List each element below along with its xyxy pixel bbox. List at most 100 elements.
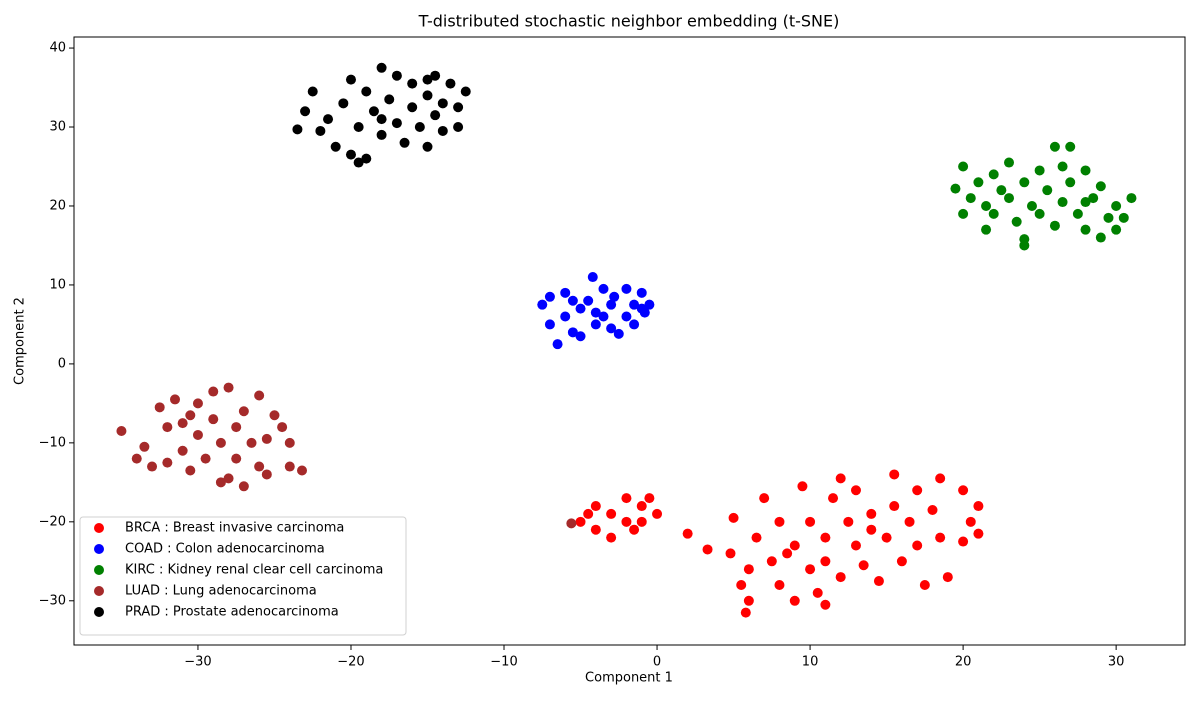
point	[254, 390, 265, 401]
y-tick-label: 30	[49, 120, 66, 135]
point	[215, 477, 226, 488]
legend-marker	[94, 523, 104, 533]
point	[613, 328, 624, 339]
legend-label: BRCA : Breast invasive carcinoma	[125, 521, 344, 536]
y-axis-label: Component 2	[13, 297, 28, 385]
point	[850, 485, 861, 496]
point	[537, 299, 548, 310]
point	[1049, 141, 1060, 152]
point	[1103, 212, 1114, 223]
point	[307, 86, 318, 97]
point	[606, 508, 617, 519]
point	[566, 518, 577, 529]
x-tick-label: 30	[1108, 655, 1125, 670]
point	[345, 74, 356, 85]
point	[850, 540, 861, 551]
point	[315, 125, 326, 136]
point	[116, 426, 127, 437]
point	[774, 516, 785, 527]
point	[1049, 220, 1060, 231]
point	[751, 532, 762, 543]
point	[1034, 208, 1045, 219]
point	[912, 485, 923, 496]
point	[154, 402, 165, 413]
point	[789, 540, 800, 551]
point	[682, 528, 693, 539]
point	[636, 287, 647, 298]
point	[384, 94, 395, 105]
point	[131, 453, 142, 464]
point	[399, 137, 410, 148]
point	[1111, 224, 1122, 235]
point	[629, 319, 640, 330]
point	[812, 587, 823, 598]
point	[881, 532, 892, 543]
legend-label: COAD : Colon adenocarcinoma	[125, 542, 325, 557]
legend-marker	[94, 607, 104, 617]
plot-frame	[73, 36, 1186, 646]
point	[904, 516, 915, 527]
point	[1111, 200, 1122, 211]
point	[162, 457, 173, 468]
point	[639, 307, 650, 318]
point	[1057, 197, 1068, 208]
point	[200, 453, 211, 464]
point	[552, 339, 563, 350]
point	[284, 437, 295, 448]
x-tick-label: −30	[184, 655, 211, 670]
point	[376, 62, 387, 73]
point	[391, 70, 402, 81]
point	[238, 481, 249, 492]
point	[973, 177, 984, 188]
chart-title: T-distributed stochastic neighbor embedd…	[418, 12, 840, 31]
point	[1118, 212, 1129, 223]
point	[575, 331, 586, 342]
legend-label: KIRC : Kidney renal clear cell carcinoma	[125, 563, 383, 578]
point	[942, 572, 953, 583]
point	[1095, 232, 1106, 243]
point	[740, 607, 751, 618]
point	[621, 516, 632, 527]
point	[629, 299, 640, 310]
point	[587, 272, 598, 283]
point	[950, 183, 961, 194]
point	[453, 102, 464, 113]
point	[139, 441, 150, 452]
point	[284, 461, 295, 472]
legend-box	[79, 516, 407, 636]
point	[192, 429, 203, 440]
point	[147, 461, 158, 472]
point	[636, 501, 647, 512]
point	[445, 78, 456, 89]
point	[414, 122, 425, 133]
point	[866, 524, 877, 535]
point	[728, 512, 739, 523]
point	[1042, 185, 1053, 196]
point	[269, 410, 280, 421]
point	[958, 161, 969, 172]
point	[185, 410, 196, 421]
point	[560, 311, 571, 322]
point	[988, 208, 999, 219]
point	[1080, 165, 1091, 176]
point	[177, 418, 188, 429]
point	[843, 516, 854, 527]
point	[644, 493, 655, 504]
point	[996, 185, 1007, 196]
point	[170, 394, 180, 405]
point	[292, 124, 303, 135]
point	[725, 548, 736, 559]
y-tick-label: 10	[49, 277, 66, 292]
point	[560, 287, 571, 298]
point	[391, 118, 402, 129]
point	[583, 295, 594, 306]
point	[1072, 208, 1083, 219]
point	[453, 122, 464, 133]
point	[246, 437, 257, 448]
point	[590, 319, 601, 330]
point	[912, 540, 923, 551]
point	[652, 508, 663, 519]
point	[575, 516, 586, 527]
point	[376, 114, 387, 125]
